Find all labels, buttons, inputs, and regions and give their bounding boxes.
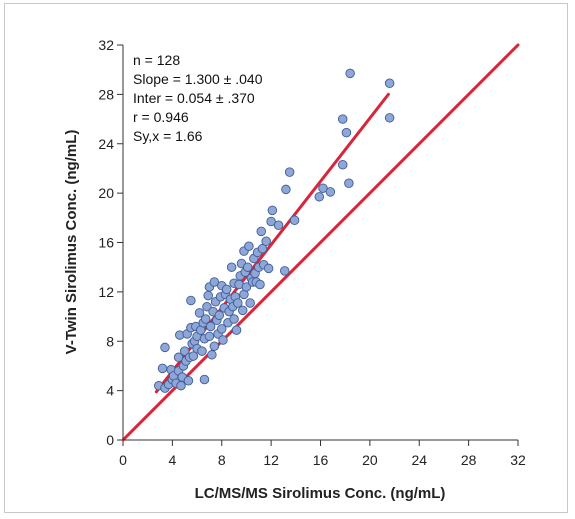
data-point (384, 113, 395, 123)
data-point (318, 183, 328, 193)
data-point (179, 346, 190, 356)
x-tick-label: 8 (218, 452, 226, 468)
data-point (284, 167, 295, 177)
x-tick-label: 16 (313, 452, 329, 468)
data-point (183, 376, 194, 386)
stat-n: n = 128 (133, 52, 180, 68)
y-tick-label: 8 (106, 333, 114, 349)
data-point (186, 295, 196, 306)
data-point (267, 205, 278, 216)
data-point (157, 363, 168, 374)
x-tick-labels: 0 4 8 12 16 20 24 28 32 (119, 452, 526, 468)
y-tick-label: 0 (106, 432, 114, 448)
y-tick-label: 24 (98, 136, 114, 152)
stats-box: n = 128 Slope = 1.300 ± .040 Inter = 0.0… (133, 52, 263, 144)
x-axis-title: LC/MS/MS Sirolimus Conc. (ng/mL) (195, 485, 446, 502)
data-point (207, 350, 217, 360)
stat-intercept: Inter = 0.054 ± .370 (133, 90, 255, 106)
data-point (256, 226, 267, 237)
frame-bottom-line (4, 512, 568, 513)
data-point (203, 290, 213, 301)
stat-r: r = 0.946 (133, 109, 189, 125)
y-axis-title: V-Twin Sirolimus Conc. (ng/mL) (63, 130, 80, 355)
data-point (263, 263, 274, 274)
data-point (200, 314, 211, 324)
data-point (237, 305, 248, 316)
data-point (188, 351, 199, 361)
data-point (245, 298, 255, 308)
x-tick-label: 20 (362, 452, 378, 468)
data-point (241, 282, 252, 292)
data-point (214, 310, 225, 321)
data-point (209, 341, 220, 351)
y-tick-label: 4 (106, 383, 114, 399)
data-point (255, 279, 265, 290)
data-point (314, 192, 325, 202)
stat-slope: Slope = 1.300 ± .040 (133, 71, 263, 87)
data-point (216, 324, 227, 334)
data-point (199, 374, 210, 385)
data-point (233, 298, 243, 308)
data-point (226, 262, 237, 272)
data-point (194, 308, 205, 318)
data-point (345, 68, 355, 79)
data-point (173, 352, 184, 363)
data-point (325, 187, 336, 197)
x-tick-label: 28 (461, 452, 477, 468)
data-point (218, 335, 228, 345)
data-point (273, 220, 284, 230)
data-point (384, 78, 395, 89)
data-point (160, 342, 170, 353)
data-point (337, 159, 348, 170)
data-point (176, 380, 186, 391)
data-point (221, 284, 232, 295)
x-tick-label: 32 (510, 452, 526, 468)
x-tick-label: 4 (168, 452, 176, 468)
x-tick-label: 24 (411, 452, 427, 468)
data-point (209, 277, 220, 287)
y-tick-label: 28 (98, 86, 114, 102)
data-point (281, 184, 291, 195)
data-point (229, 314, 239, 324)
data-point (257, 243, 268, 254)
x-tick-label: 0 (119, 452, 127, 468)
stat-syx: Sy,x = 1.66 (133, 128, 203, 144)
data-point (289, 215, 300, 226)
axis-ticks (117, 44, 519, 446)
data-point (204, 331, 215, 342)
data-point (197, 346, 207, 356)
data-point (231, 325, 242, 335)
y-tick-labels: 0 4 8 12 16 20 24 28 32 (98, 37, 114, 448)
data-point (279, 266, 290, 276)
y-tick-label: 20 (98, 185, 114, 201)
data-point (344, 178, 354, 188)
y-tick-label: 16 (98, 235, 114, 251)
data-point (266, 216, 276, 227)
data-point (244, 241, 254, 251)
data-points (154, 68, 395, 393)
data-point (202, 301, 212, 312)
data-point (337, 114, 348, 124)
data-point (242, 262, 253, 272)
identity-line (121, 43, 520, 442)
y-tick-label: 32 (98, 37, 114, 53)
y-tick-label: 12 (98, 284, 114, 300)
data-point (341, 127, 352, 138)
data-point (261, 236, 271, 247)
data-point (205, 321, 216, 332)
x-tick-label: 12 (263, 452, 279, 468)
